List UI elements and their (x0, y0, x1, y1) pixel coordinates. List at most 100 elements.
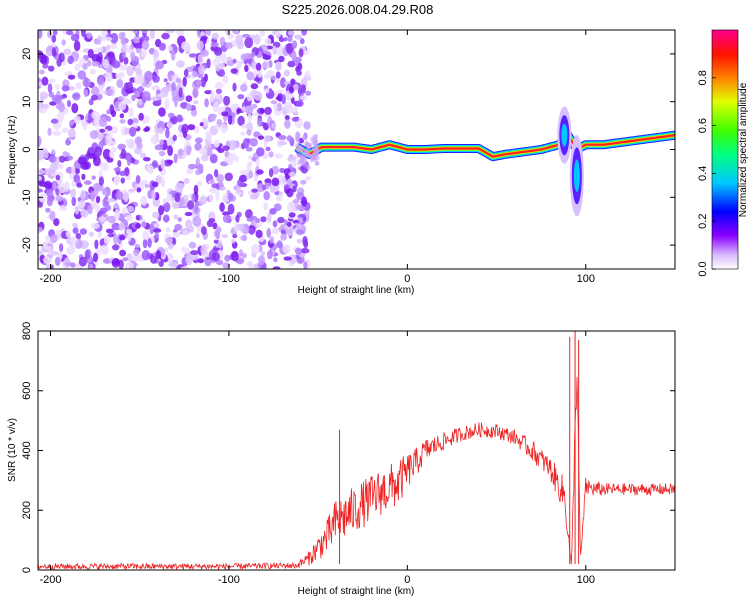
noise-blob (209, 153, 218, 164)
noise-blob (43, 149, 49, 159)
colorbar: 0.0 0.2 0.4 0.6 0.8 Normalized spectral ampl… (697, 29, 749, 277)
noise-blob (231, 251, 239, 262)
noise-blob (136, 187, 142, 193)
noise-blob (178, 87, 183, 98)
noise-blob (107, 233, 115, 238)
noise-blob (101, 46, 107, 54)
noise-blob (58, 102, 65, 113)
noise-blob (215, 226, 222, 233)
noise-blob (77, 70, 87, 80)
noise-blob (270, 75, 277, 80)
noise-blob (61, 85, 70, 92)
noise-blob (276, 240, 283, 249)
noise-blob (194, 202, 199, 213)
noise-blob (199, 122, 204, 127)
noise-blob (194, 142, 202, 151)
noise-blob (275, 30, 282, 38)
noise-blob (185, 95, 193, 102)
noise-blob (152, 74, 160, 83)
noise-blob (226, 59, 235, 67)
noise-blob (64, 181, 70, 192)
noise-blob (275, 44, 285, 56)
noise-blob (83, 180, 92, 186)
snr-ytick-label: 0 (21, 567, 33, 573)
track-halo (300, 153, 304, 159)
noise-blob (65, 230, 71, 238)
noise-blob (299, 95, 308, 100)
noise-blob (181, 41, 190, 50)
burst-core (561, 123, 568, 147)
noise-blob (104, 129, 109, 135)
snr-series (38, 331, 675, 570)
noise-blob (42, 64, 49, 69)
noise-blob (74, 63, 81, 71)
noise-blob (264, 37, 272, 45)
noise-blob (195, 232, 200, 239)
noise-blob (181, 229, 189, 236)
noise-blob (133, 248, 140, 257)
noise-blob (38, 226, 43, 233)
noise-blob (168, 73, 173, 82)
noise-blob (271, 177, 280, 187)
noise-blob (138, 112, 144, 121)
noise-blob (126, 205, 135, 213)
noise-blob (67, 55, 74, 65)
snr-panel: -200 -100 0 100 0 200 400 600 800 Height of stra… (7, 322, 676, 597)
noise-blob (279, 167, 286, 173)
noise-blob (56, 163, 64, 170)
noise-blob (216, 173, 224, 183)
noise-blob (141, 250, 151, 261)
noise-blob (91, 222, 100, 229)
snr-xtick-label: 0 (404, 574, 410, 586)
noise-blob (55, 188, 60, 196)
noise-blob (209, 179, 215, 184)
noise-blob (276, 102, 283, 112)
signal-track-band (296, 134, 675, 158)
noise-blob (137, 99, 143, 106)
noise-blob (173, 214, 179, 220)
noise-blob (233, 30, 239, 34)
noise-blob (300, 38, 305, 45)
snr-axes: -200 -100 0 100 0 200 400 600 800 (21, 322, 675, 586)
noise-blob (79, 228, 88, 235)
noise-blob (73, 40, 81, 52)
noise-blob (288, 212, 296, 218)
noise-blob (99, 128, 106, 133)
noise-blob (266, 227, 272, 238)
noise-blob (38, 108, 48, 114)
noise-blob (70, 262, 76, 268)
noise-blob (188, 241, 197, 249)
noise-blob (98, 216, 106, 222)
noise-blob (298, 217, 304, 224)
noise-blob (201, 226, 207, 236)
noise-blob (106, 197, 116, 203)
noise-blob (127, 118, 134, 126)
noise-blob (204, 73, 208, 83)
noise-blob (48, 245, 53, 256)
noise-blob (280, 229, 287, 235)
noise-blob (152, 49, 159, 60)
noise-blob (253, 77, 261, 82)
track-halo (304, 140, 309, 146)
noise-blob (126, 214, 133, 222)
noise-blob (113, 167, 121, 172)
noise-blob (219, 186, 227, 192)
noise-blob (120, 177, 126, 184)
noise-blob (257, 117, 263, 127)
noise-blob (283, 37, 288, 42)
noise-blob (294, 34, 303, 40)
noise-blob (66, 246, 75, 255)
noise-blob (174, 223, 183, 231)
noise-blob (168, 112, 175, 119)
snr-xtick-label: 100 (577, 574, 595, 586)
spectrogram-xtick-label: -100 (218, 273, 240, 285)
noise-blob (113, 233, 118, 245)
noise-blob (228, 153, 237, 160)
noise-blob (47, 30, 53, 39)
noise-blob (166, 252, 174, 264)
noise-blob (127, 232, 132, 242)
noise-blob (177, 148, 184, 156)
noise-blob (138, 74, 145, 84)
noise-blob (177, 217, 182, 222)
